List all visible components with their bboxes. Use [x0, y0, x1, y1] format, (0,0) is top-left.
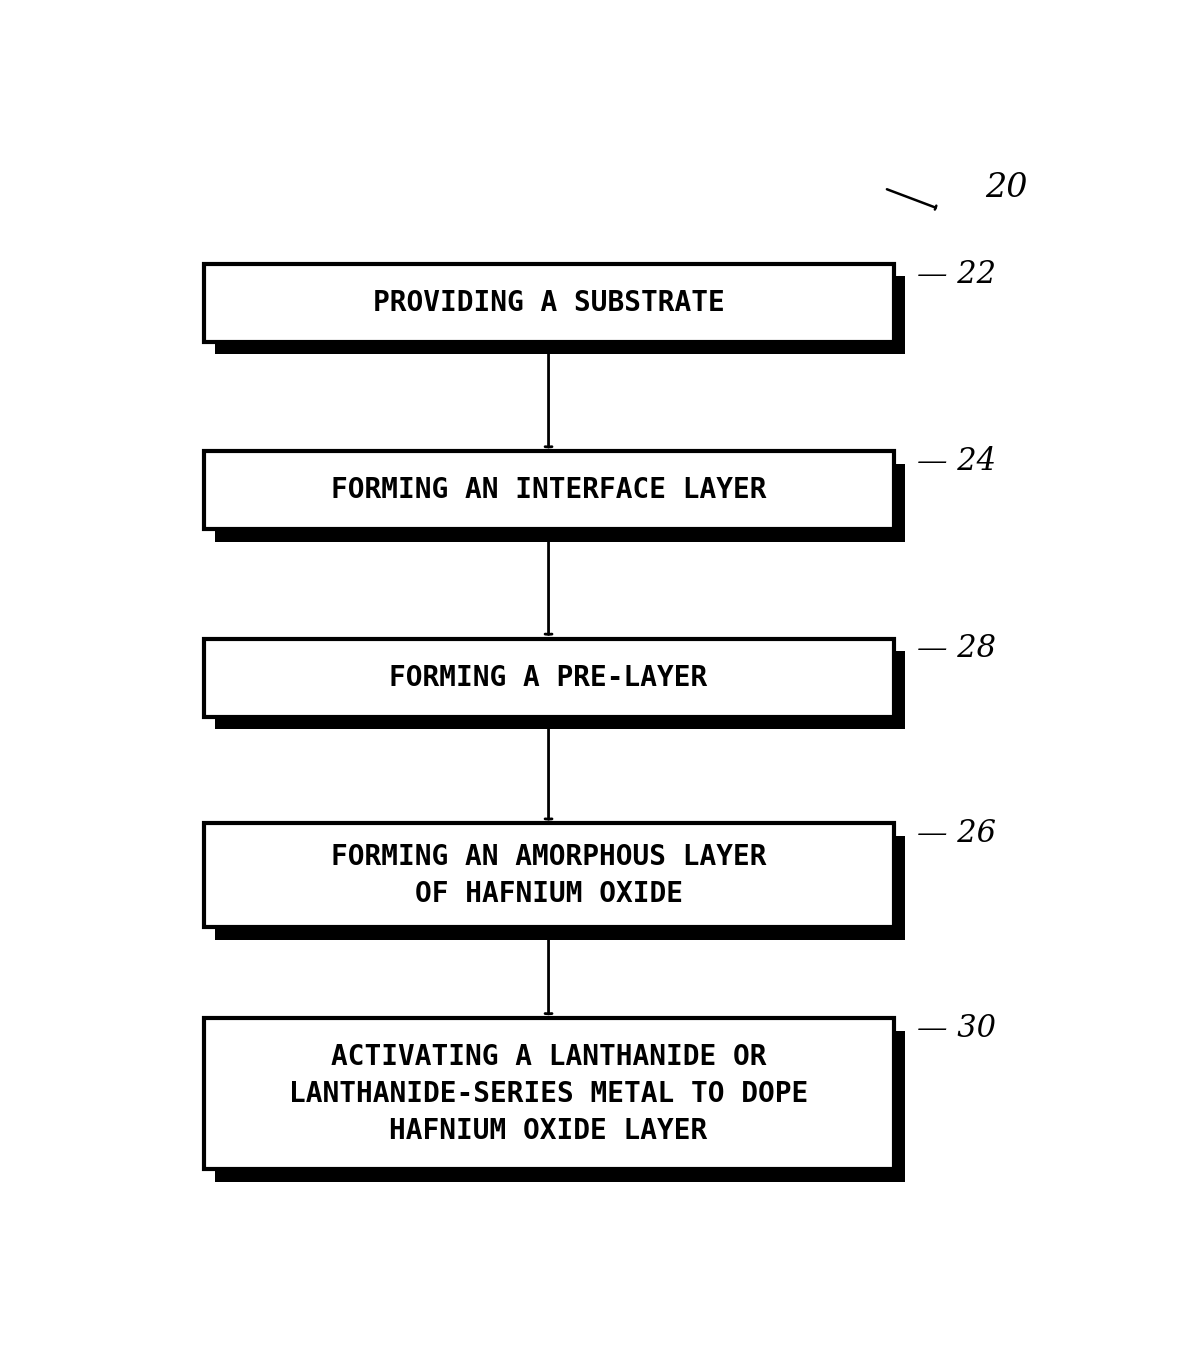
Text: FORMING AN INTERFACE LAYER: FORMING AN INTERFACE LAYER [331, 476, 767, 504]
Bar [215, 652, 904, 729]
Text: 20: 20 [985, 172, 1028, 204]
Bar [215, 276, 904, 354]
Bar [204, 638, 894, 717]
Text: — 26: — 26 [916, 818, 996, 849]
Bar [204, 1018, 894, 1169]
Bar [204, 264, 894, 342]
Text: PROVIDING A SUBSTRATE: PROVIDING A SUBSTRATE [373, 289, 724, 316]
Bar [204, 823, 894, 927]
Text: — 24: — 24 [916, 446, 996, 477]
Text: — 22: — 22 [916, 258, 996, 289]
Bar [215, 1032, 904, 1182]
Text: — 28: — 28 [916, 633, 996, 664]
Text: ACTIVATING A LANTHANIDE OR
LANTHANIDE-SERIES METAL TO DOPE
HAFNIUM OXIDE LAYER: ACTIVATING A LANTHANIDE OR LANTHANIDE-SE… [288, 1044, 808, 1145]
Text: FORMING AN AMORPHOUS LAYER
OF HAFNIUM OXIDE: FORMING AN AMORPHOUS LAYER OF HAFNIUM OX… [331, 842, 767, 907]
Bar [215, 464, 904, 542]
Text: — 30: — 30 [916, 1013, 996, 1044]
Text: FORMING A PRE-LAYER: FORMING A PRE-LAYER [389, 664, 707, 692]
Bar [215, 836, 904, 940]
Bar [204, 452, 894, 529]
